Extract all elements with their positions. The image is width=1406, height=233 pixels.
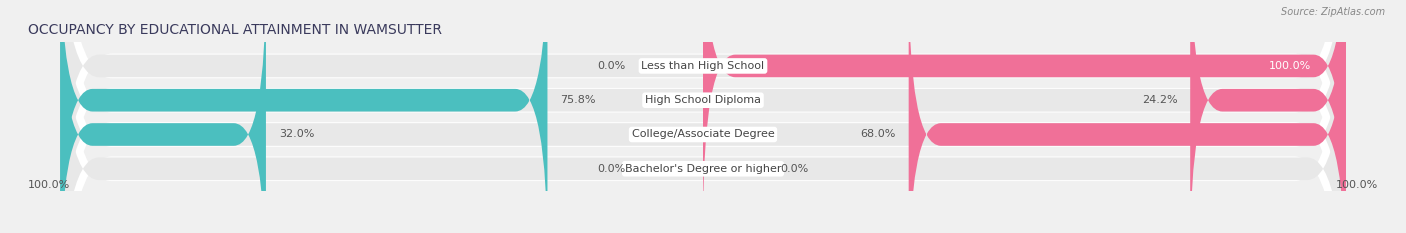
Text: OCCUPANCY BY EDUCATIONAL ATTAINMENT IN WAMSUTTER: OCCUPANCY BY EDUCATIONAL ATTAINMENT IN W… [28, 23, 441, 37]
FancyBboxPatch shape [60, 0, 266, 233]
Text: 0.0%: 0.0% [780, 164, 808, 174]
FancyBboxPatch shape [60, 0, 1346, 233]
FancyBboxPatch shape [60, 0, 1346, 233]
Text: College/Associate Degree: College/Associate Degree [631, 130, 775, 140]
Text: 68.0%: 68.0% [860, 130, 896, 140]
FancyBboxPatch shape [703, 0, 1346, 226]
FancyBboxPatch shape [60, 0, 1346, 233]
Text: 100.0%: 100.0% [28, 180, 70, 190]
FancyBboxPatch shape [60, 0, 1346, 233]
FancyBboxPatch shape [60, 0, 1346, 233]
Text: 24.2%: 24.2% [1142, 95, 1177, 105]
FancyBboxPatch shape [60, 0, 547, 233]
Text: Source: ZipAtlas.com: Source: ZipAtlas.com [1281, 7, 1385, 17]
Text: Less than High School: Less than High School [641, 61, 765, 71]
FancyBboxPatch shape [908, 0, 1346, 233]
FancyBboxPatch shape [1191, 0, 1346, 233]
FancyBboxPatch shape [60, 0, 1346, 233]
Text: High School Diploma: High School Diploma [645, 95, 761, 105]
Text: 32.0%: 32.0% [278, 130, 314, 140]
Text: Bachelor's Degree or higher: Bachelor's Degree or higher [624, 164, 782, 174]
FancyBboxPatch shape [60, 0, 1346, 233]
Text: 100.0%: 100.0% [1268, 61, 1310, 71]
Text: 0.0%: 0.0% [598, 61, 626, 71]
Text: 75.8%: 75.8% [561, 95, 596, 105]
Text: 100.0%: 100.0% [1336, 180, 1378, 190]
Text: 0.0%: 0.0% [598, 164, 626, 174]
FancyBboxPatch shape [60, 0, 1346, 233]
